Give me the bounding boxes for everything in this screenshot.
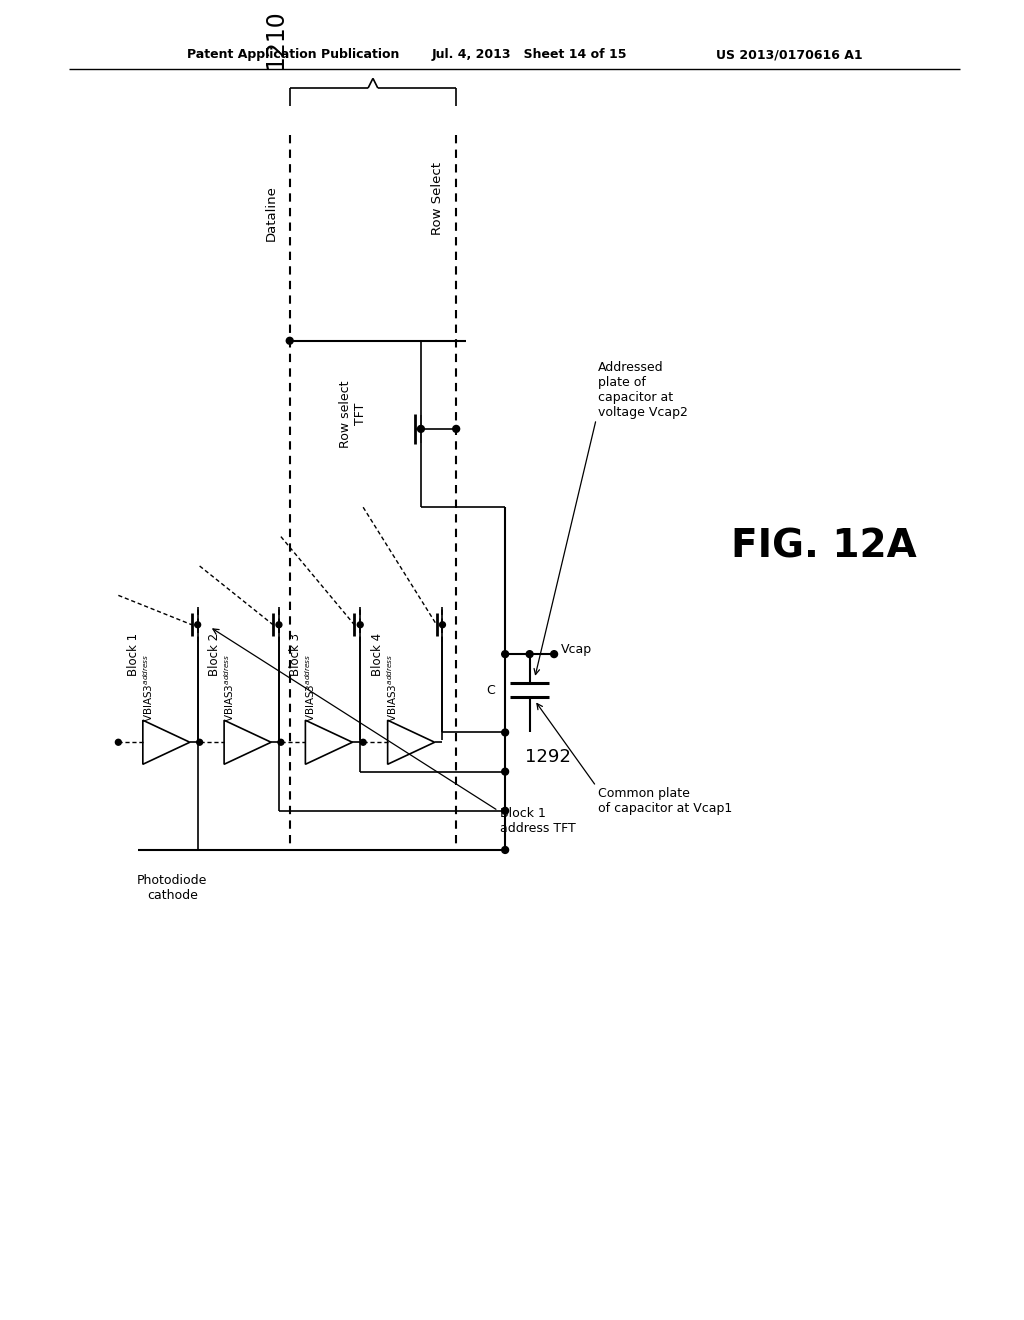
Text: VBIAS3$^{address}$: VBIAS3$^{address}$ — [386, 655, 399, 722]
Circle shape — [418, 425, 424, 433]
Circle shape — [502, 729, 509, 735]
Circle shape — [116, 739, 121, 746]
Text: C: C — [486, 684, 496, 697]
Text: 1292: 1292 — [524, 748, 570, 766]
Circle shape — [287, 338, 293, 345]
Circle shape — [526, 651, 534, 657]
Text: Block 3: Block 3 — [289, 632, 302, 676]
Text: VBIAS3$^{address}$: VBIAS3$^{address}$ — [141, 655, 155, 722]
Circle shape — [502, 651, 509, 657]
Text: FIG. 12A: FIG. 12A — [730, 528, 916, 565]
Text: VBIAS3$^{address}$: VBIAS3$^{address}$ — [222, 655, 236, 722]
Text: Common plate
of capacitor at Vcap1: Common plate of capacitor at Vcap1 — [598, 787, 732, 814]
Circle shape — [278, 739, 284, 746]
Text: Block 4: Block 4 — [372, 632, 384, 676]
Text: Addressed
plate of
capacitor at
voltage Vcap2: Addressed plate of capacitor at voltage … — [598, 360, 688, 418]
Text: Row Select: Row Select — [431, 162, 444, 235]
Circle shape — [360, 739, 367, 746]
Circle shape — [197, 739, 203, 746]
Circle shape — [453, 425, 460, 433]
Circle shape — [502, 846, 509, 854]
Text: Photodiode
cathode: Photodiode cathode — [137, 874, 208, 903]
Circle shape — [551, 651, 557, 657]
Text: Block 2: Block 2 — [208, 632, 221, 676]
Circle shape — [439, 622, 445, 628]
Text: Row select
TFT: Row select TFT — [339, 380, 368, 447]
Circle shape — [276, 622, 282, 628]
Text: Dataline: Dataline — [265, 186, 278, 242]
Text: Jul. 4, 2013   Sheet 14 of 15: Jul. 4, 2013 Sheet 14 of 15 — [432, 49, 628, 61]
Text: VBIAS3$^{address}$: VBIAS3$^{address}$ — [303, 655, 317, 722]
Text: Block 1
address TFT: Block 1 address TFT — [501, 807, 575, 834]
Text: US 2013/0170616 A1: US 2013/0170616 A1 — [716, 49, 862, 61]
Text: Patent Application Publication: Patent Application Publication — [187, 49, 399, 61]
Circle shape — [195, 622, 201, 628]
Circle shape — [502, 808, 509, 814]
Text: Vcap: Vcap — [561, 643, 592, 656]
Circle shape — [502, 768, 509, 775]
Circle shape — [357, 622, 364, 628]
Text: Block 1: Block 1 — [127, 632, 139, 676]
Text: 1210: 1210 — [263, 9, 287, 69]
